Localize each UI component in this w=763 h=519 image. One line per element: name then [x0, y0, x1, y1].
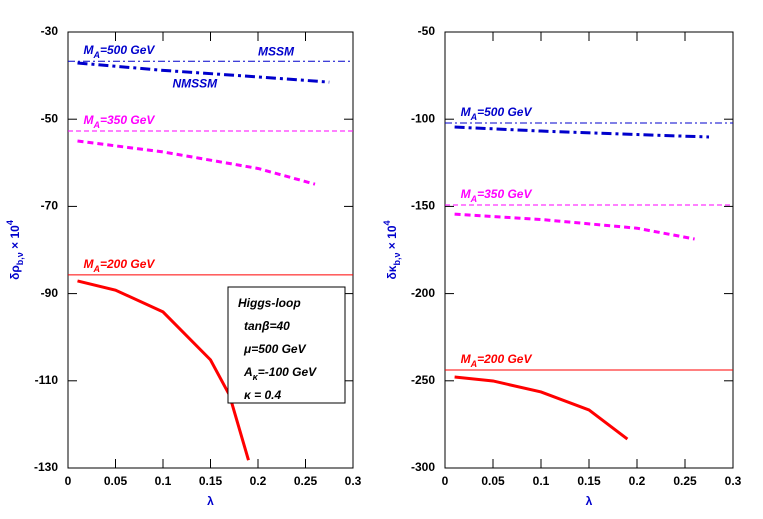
- annotation-line-part: κ = 0.4: [244, 388, 281, 402]
- series-label-part: =500 GeV: [477, 105, 532, 119]
- series-label-part: =350 GeV: [477, 187, 532, 201]
- annotation-line: κ = 0.4: [244, 388, 281, 402]
- series-label-part: M: [84, 43, 95, 57]
- annotation-box: [227, 286, 346, 404]
- y-tick-label: -130: [34, 460, 58, 474]
- series-label-part: A: [470, 359, 478, 369]
- series-label: MA=200 GeV: [84, 257, 156, 274]
- series-label: MA=350 GeV: [84, 113, 156, 130]
- annotation-line: μ=500 GeV: [243, 342, 307, 356]
- series-label-part: M: [461, 105, 472, 119]
- y-tick-label: -250: [411, 373, 435, 387]
- annotation-line-part: A: [243, 365, 253, 379]
- series-line: [77, 279, 250, 461]
- x-tick-label: 0.05: [481, 474, 505, 488]
- x-tick-label: 0.2: [250, 474, 267, 488]
- y-tick-label: -100: [411, 111, 435, 125]
- y-tick-label: -200: [411, 286, 435, 300]
- series-label-part: M: [84, 257, 95, 271]
- y-axis-label: δκb,ν × 104: [382, 220, 402, 279]
- x-tick-label: 0.1: [533, 474, 550, 488]
- series-label-part: =200 GeV: [100, 257, 155, 271]
- series-label-part: =200 GeV: [477, 352, 532, 366]
- annotation-line-part: μ=500 GeV: [243, 342, 307, 356]
- y-tick-label: -50: [41, 111, 59, 125]
- series-label-part: =350 GeV: [100, 113, 155, 127]
- series-name: MSSM: [258, 44, 295, 58]
- series-line: [454, 375, 629, 441]
- series-label-part: =500 GeV: [100, 43, 155, 57]
- y-axis-label-part: δκ: [385, 265, 399, 279]
- x-tick-label: 0.1: [155, 474, 172, 488]
- y-tick-label: -110: [35, 373, 59, 387]
- x-tick-label: 0.05: [104, 474, 128, 488]
- y-tick-label: -150: [411, 199, 435, 213]
- y-tick-label: -50: [418, 24, 436, 38]
- series-line: [77, 61, 330, 84]
- plot-frame: [444, 31, 734, 469]
- series-line: [77, 139, 316, 186]
- series-label-part: A: [470, 194, 478, 204]
- series-label-part: A: [93, 120, 101, 130]
- annotation-line-part: tanβ=40: [244, 319, 290, 333]
- y-axis-label-part: 4: [5, 220, 15, 225]
- annotation-line-part: Higgs-loop: [238, 296, 301, 310]
- series-label: MA=500 GeV: [461, 105, 533, 122]
- x-axis-label-part: λ: [207, 494, 214, 508]
- y-tick-label: -300: [411, 460, 435, 474]
- x-tick-label: 0.2: [629, 474, 646, 488]
- x-tick-label: 0.25: [673, 474, 697, 488]
- x-tick-label: 0.25: [294, 474, 318, 488]
- series-label-part: A: [93, 264, 101, 274]
- series-label-part: M: [461, 187, 472, 201]
- annotation-line-part: =-100 GeV: [258, 365, 317, 379]
- y-axis-label-part: b,ν: [392, 253, 402, 266]
- annotation-line: Higgs-loop: [238, 296, 301, 310]
- series-label: MA=200 GeV: [461, 352, 533, 369]
- x-tick-label: 0: [65, 474, 72, 488]
- series-label-part: A: [470, 112, 478, 122]
- y-axis-label-part: × 10: [385, 225, 399, 252]
- y-tick-label: -70: [41, 199, 59, 213]
- series-line: [454, 212, 695, 241]
- y-axis-label-part: b,ν: [15, 252, 25, 265]
- series-label: MA=350 GeV: [461, 187, 533, 204]
- series-name: NMSSM: [173, 77, 219, 91]
- series-label-part: A: [93, 51, 101, 61]
- series-label: MA=500 GeV: [84, 43, 156, 60]
- y-axis-label-part: × 10: [8, 225, 22, 252]
- annotation-line-part: κ: [253, 372, 259, 382]
- annotation-line: Aκ=-100 GeV: [243, 365, 317, 382]
- x-tick-label: 0.15: [577, 474, 601, 488]
- series-line: [454, 125, 710, 139]
- x-tick-label: 0.3: [345, 474, 362, 488]
- series-label-part: M: [84, 113, 95, 127]
- x-axis-label: λ: [207, 494, 214, 508]
- x-tick-label: 0.3: [725, 474, 742, 488]
- x-tick-label: 0: [442, 474, 449, 488]
- plot-frame: [67, 31, 354, 469]
- y-axis-label-part: 4: [382, 220, 392, 225]
- y-tick-label: -90: [41, 286, 59, 300]
- y-axis-label-part: δρ: [8, 265, 22, 280]
- x-tick-label: 0.15: [199, 474, 223, 488]
- series-label-part: M: [461, 352, 472, 366]
- annotation-line: tanβ=40: [244, 319, 290, 333]
- y-tick-label: -30: [41, 24, 59, 38]
- x-axis-label-part: λ: [586, 494, 593, 508]
- x-axis-label: λ: [586, 494, 593, 508]
- y-axis-label: δρb,ν × 104: [5, 220, 25, 280]
